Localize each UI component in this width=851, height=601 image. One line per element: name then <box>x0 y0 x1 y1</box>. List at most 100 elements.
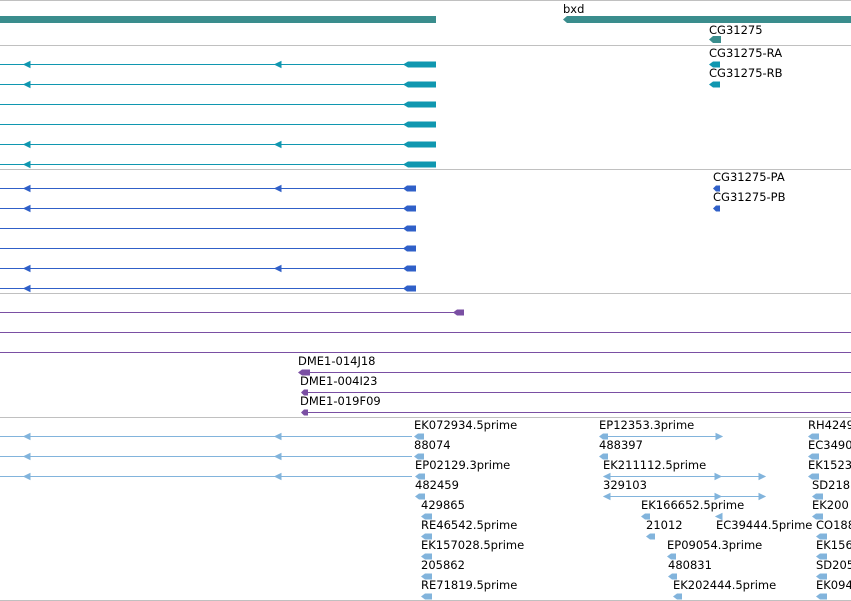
est-block[interactable] <box>667 553 676 560</box>
bxd-gene-bar[interactable] <box>563 16 851 23</box>
direction-arrow-icon <box>22 452 31 461</box>
est-label: 329103 <box>603 478 647 492</box>
est-label: EK166652.5prime <box>641 498 744 512</box>
est-label: EK200 <box>812 498 849 512</box>
transcript-row[interactable] <box>0 140 436 149</box>
protein-labels: CG31275-PA CG31275-PB <box>713 170 786 212</box>
est-block[interactable] <box>673 593 682 600</box>
est-labels-col2: EP12353.3prime 488397 EK211112.5prime 32… <box>599 418 812 592</box>
est-label: EK094 <box>816 578 851 592</box>
est-label: RE71819.5prime <box>421 578 517 592</box>
protein-block <box>403 185 416 192</box>
transcript-row[interactable] <box>0 160 436 169</box>
est-block[interactable] <box>421 593 432 600</box>
direction-arrow-icon <box>714 492 723 501</box>
est-row[interactable] <box>602 472 767 481</box>
direction-arrow-icon <box>22 264 31 273</box>
protein-row[interactable] <box>0 264 416 273</box>
direction-arrow-icon <box>273 264 282 273</box>
exon-block <box>403 161 436 168</box>
est-block[interactable] <box>816 553 827 560</box>
transcript-row[interactable] <box>0 80 436 89</box>
est-block[interactable] <box>816 573 827 580</box>
direction-arrow-icon <box>273 452 282 461</box>
transcript-track <box>0 60 436 169</box>
est-row[interactable] <box>0 472 425 481</box>
est-label: 429865 <box>421 498 465 512</box>
protein-track <box>0 184 416 293</box>
est-label: 480831 <box>668 558 712 572</box>
est-label: RH4249 <box>808 418 851 432</box>
protein-block <box>403 245 416 252</box>
protein-row[interactable] <box>0 284 416 293</box>
est-block[interactable] <box>816 593 827 600</box>
protein-row[interactable] <box>0 225 416 232</box>
est-label: EC39444.5prime <box>716 518 812 532</box>
clone-start-block <box>301 389 308 396</box>
protein-row[interactable] <box>0 204 416 213</box>
clone-start-block <box>301 409 308 416</box>
protein-pa-glyph[interactable] <box>713 185 720 192</box>
transcript-row[interactable] <box>0 121 436 128</box>
est-block[interactable] <box>421 533 432 540</box>
direction-arrow-icon <box>22 160 31 169</box>
est-row[interactable] <box>0 432 424 441</box>
gene-track: bxd CG31275 <box>0 2 851 43</box>
direction-arrow-icon <box>758 472 767 481</box>
est-label: EP02129.3prime <box>415 458 510 472</box>
est-block[interactable] <box>668 573 677 580</box>
clone-label-1: DME1-014J18 <box>298 354 376 368</box>
direction-arrow-icon <box>273 472 282 481</box>
clone-row[interactable] <box>0 309 464 316</box>
est-block[interactable] <box>816 533 827 540</box>
est-label: EC3490 <box>808 438 851 452</box>
est-block[interactable] <box>808 433 819 440</box>
est-label: EK202444.5prime <box>673 578 776 592</box>
est-block[interactable] <box>421 553 432 560</box>
protein-block <box>403 225 416 232</box>
est-track <box>0 432 827 600</box>
est-label: 488397 <box>599 438 643 452</box>
transcript-row[interactable] <box>0 101 436 108</box>
est-label: SD205 <box>816 558 851 572</box>
est-block[interactable] <box>421 513 432 520</box>
est-label: RE46542.5prime <box>421 518 517 532</box>
est-block[interactable] <box>421 573 432 580</box>
transcript-rb-glyph[interactable] <box>709 81 720 88</box>
est-row[interactable] <box>599 432 724 441</box>
est-label: EK156 <box>816 538 851 552</box>
est-block[interactable] <box>812 513 823 520</box>
est-label: 482459 <box>415 478 459 492</box>
protein-block <box>403 205 416 212</box>
est-row[interactable] <box>0 452 424 461</box>
est-block[interactable] <box>641 513 650 520</box>
est-label: 21012 <box>646 518 683 532</box>
est-label: EP09054.3prime <box>667 538 762 552</box>
est-block[interactable] <box>808 453 819 460</box>
direction-arrow-icon <box>714 472 723 481</box>
transcript-row[interactable] <box>0 60 436 69</box>
est-row[interactable] <box>602 492 767 501</box>
cg31275-gene-glyph[interactable] <box>709 36 721 43</box>
cg31275-gene-label: CG31275 <box>709 23 763 37</box>
clone-track <box>0 309 851 416</box>
direction-arrow-icon <box>22 284 31 293</box>
protein-row[interactable] <box>0 184 416 193</box>
transcript-ra-glyph[interactable] <box>709 61 720 68</box>
est-block[interactable] <box>599 453 608 460</box>
gene-bar-left[interactable] <box>0 16 436 23</box>
clone-row[interactable] <box>301 389 851 396</box>
protein-row[interactable] <box>0 245 416 252</box>
est-block[interactable] <box>812 493 823 500</box>
est-block[interactable] <box>808 473 819 480</box>
clone-row[interactable] <box>301 409 851 416</box>
est-label: EK1523 <box>808 458 851 472</box>
est-block[interactable] <box>415 493 425 500</box>
est-block[interactable] <box>646 533 655 540</box>
clone-row[interactable] <box>298 369 851 376</box>
protein-block <box>403 265 416 272</box>
protein-pb-glyph[interactable] <box>713 205 720 212</box>
transcript-labels: CG31275-RA CG31275-RB <box>709 46 783 88</box>
transcript-label-rb: CG31275-RB <box>709 66 783 80</box>
